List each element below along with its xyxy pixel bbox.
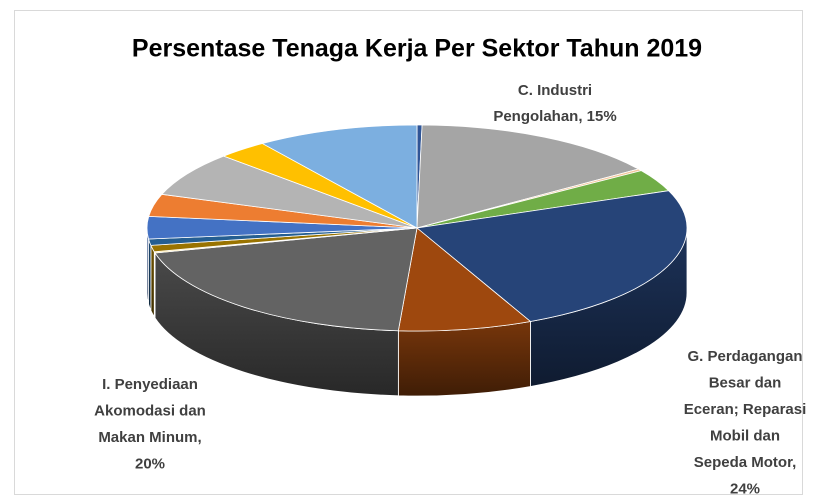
data-label: Mobil dan [710,427,780,444]
data-label: Pengolahan, 15% [493,108,616,125]
slice [154,227,418,332]
data-label: 24% [730,480,760,495]
slice [397,227,532,332]
data-label: Makan Minum, [98,429,201,446]
data-label: I. Penyediaan [102,376,198,393]
data-label: Akomodasi dan [94,402,206,419]
data-label: C. Industri [518,82,592,99]
data-label: 20% [135,455,165,472]
slice [161,155,418,229]
data-label: G. Perdagangan [687,348,802,365]
data-label: Eceran; Reparasi [684,401,807,418]
data-label: Sepeda Motor, [694,454,797,471]
slice [416,124,640,229]
data-label: Besar dan [709,374,782,391]
slice-side [150,245,155,319]
chart-title: Persentase Tenaga Kerja Per Sektor Tahun… [132,35,702,63]
slice [416,190,688,322]
slice [261,124,418,229]
slice-side [397,320,531,397]
